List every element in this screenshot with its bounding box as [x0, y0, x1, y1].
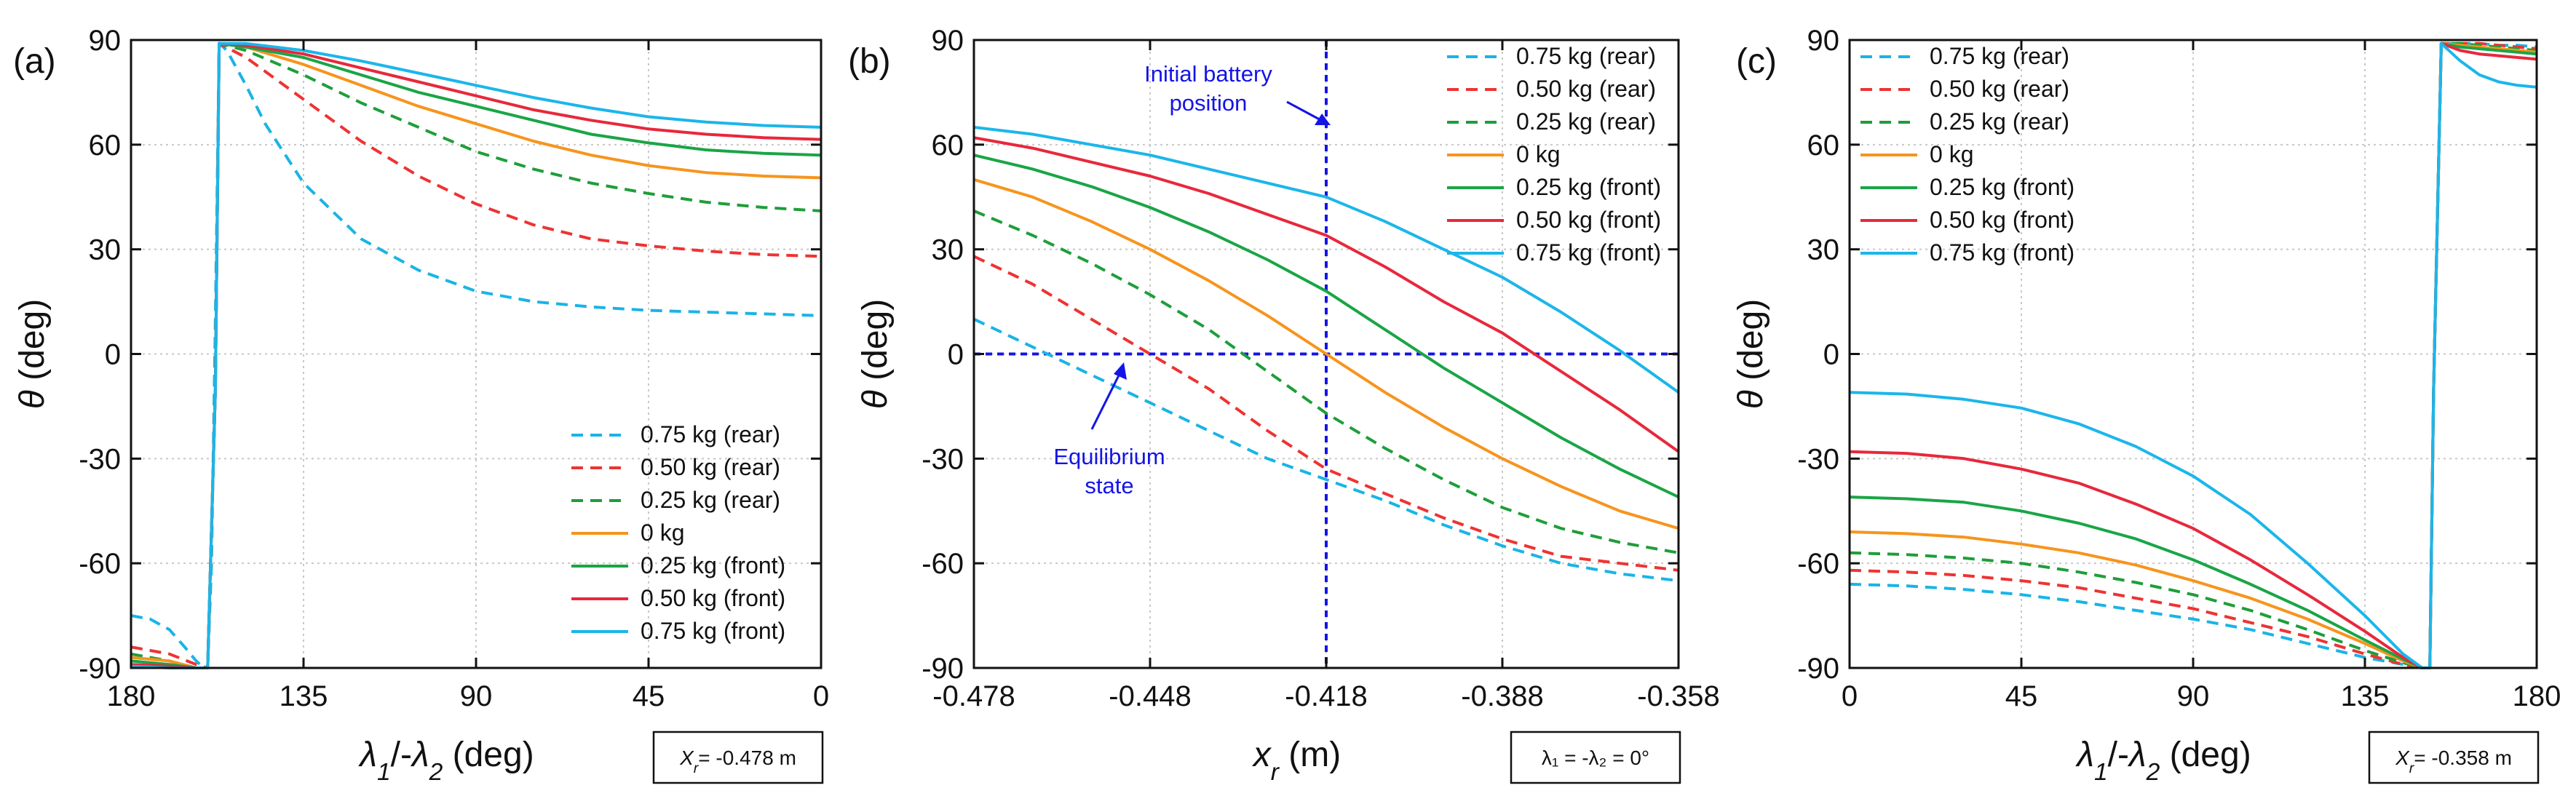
- legend-label: 0.50 kg (front): [1930, 207, 2074, 233]
- y-tick-label: 90: [1807, 25, 1840, 57]
- condition-box-label: Xr= -0.358 m: [2395, 747, 2512, 776]
- legend-label: 0.50 kg (rear): [641, 454, 780, 480]
- condition-box-label: λ₁ = -λ₂ = 0°: [1542, 747, 1649, 769]
- y-tick-label: -90: [922, 653, 964, 685]
- series-line: [131, 41, 821, 669]
- legend-label: 0.25 kg (rear): [1516, 108, 1656, 135]
- legend-label: 0 kg: [1930, 141, 1973, 167]
- legend-label: 0.50 kg (front): [1516, 207, 1661, 233]
- y-axis-label: θ (deg): [856, 299, 895, 409]
- series-line: [1850, 41, 2537, 669]
- legend-label: 0.75 kg (rear): [1930, 43, 2069, 69]
- annotation-arrowhead: [1114, 362, 1127, 380]
- y-tick-label: 90: [932, 25, 964, 57]
- x-tick-label: 45: [633, 680, 665, 712]
- x-tick-label: 0: [813, 680, 829, 712]
- condition-box: [1510, 731, 1681, 784]
- panel-b: -0.478 -0.448 -0.418 -0.388 -0.358 90 60 30 0 -30…: [848, 25, 1720, 786]
- x-tick-label: -0.418: [1285, 680, 1367, 712]
- condition-box: [2368, 731, 2540, 784]
- y-tick-label: -90: [1797, 653, 1839, 685]
- x-tick-label: 135: [2341, 680, 2390, 712]
- y-tick-label: 30: [932, 234, 964, 266]
- legend-label: 0.50 kg (rear): [1930, 76, 2069, 102]
- annotation-label: Initial battery: [1144, 61, 1272, 87]
- x-tick-label: 45: [2005, 680, 2038, 712]
- series-line: [974, 210, 1679, 554]
- y-tick-label: 0: [948, 339, 964, 371]
- x-tick-label: 90: [2177, 680, 2210, 712]
- x-tick-label: 0: [1842, 680, 1858, 712]
- series-line: [974, 154, 1679, 498]
- x-tick-label: 180: [107, 680, 156, 712]
- legend-label: 0.50 kg (rear): [1516, 76, 1656, 102]
- series-line: [1850, 41, 2537, 669]
- y-axis-label: θ (deg): [1732, 299, 1770, 409]
- condition-box: [652, 731, 824, 784]
- y-tick-label: 0: [105, 339, 121, 371]
- y-axis-label: θ (deg): [13, 299, 52, 409]
- legend-label: 0.75 kg (front): [1930, 239, 2074, 266]
- y-tick-label: 60: [1807, 130, 1840, 162]
- panel-label: (a): [13, 42, 56, 81]
- annotation-label: Equilibrium: [1053, 444, 1165, 469]
- panel-label: (c): [1736, 42, 1777, 81]
- x-tick-label: 90: [460, 680, 493, 712]
- x-tick-label: -0.478: [932, 680, 1015, 712]
- series-line: [1850, 41, 2537, 669]
- legend-label: 0.75 kg (rear): [1516, 43, 1656, 69]
- legend-label: 0.25 kg (front): [1516, 174, 1661, 200]
- y-tick-label: 60: [932, 130, 964, 162]
- annotation-arrow: [1090, 370, 1122, 430]
- x-axis-label: λ1/-λ2 (deg): [2074, 736, 2251, 786]
- legend-label: 0.25 kg (rear): [1930, 108, 2069, 135]
- series-line: [974, 125, 1679, 394]
- y-tick-label: 30: [1807, 234, 1840, 266]
- series-line: [131, 41, 821, 669]
- legend-label: 0.50 kg (front): [641, 585, 785, 611]
- y-tick-label: 30: [89, 234, 122, 266]
- y-tick-label: 0: [1823, 339, 1839, 371]
- annotation-arrow: [1286, 100, 1325, 124]
- y-tick-label: -60: [79, 548, 121, 580]
- annotation-label: state: [1085, 473, 1133, 498]
- y-tick-label: -90: [79, 653, 121, 685]
- y-tick-label: 90: [89, 25, 122, 57]
- legend-label: 0.25 kg (rear): [641, 487, 780, 513]
- annotation-label: position: [1170, 90, 1248, 116]
- y-tick-label: -30: [922, 443, 964, 475]
- x-tick-label: 180: [2513, 680, 2561, 712]
- series-line: [1850, 41, 2537, 669]
- y-tick-label: -30: [1797, 443, 1839, 475]
- series-line: [974, 136, 1679, 453]
- x-tick-label: 135: [280, 680, 328, 712]
- legend-label: 0.75 kg (front): [1516, 239, 1661, 266]
- series-line: [1850, 41, 2537, 669]
- panel-c: 0 45 90 135 180 90 60 30 0 -30 -60 -90 (c) θ (deg) λ1/…: [1732, 25, 2561, 786]
- legend-label: 0 kg: [1516, 141, 1560, 167]
- x-tick-label: -0.388: [1461, 680, 1543, 712]
- x-axis-label: λ1/-λ2 (deg): [357, 736, 534, 786]
- legend-label: 0.25 kg (front): [1930, 174, 2074, 200]
- y-tick-label: 60: [89, 130, 122, 162]
- series-line: [974, 317, 1679, 583]
- legend-label: 0.25 kg (front): [641, 552, 785, 578]
- condition-box-label: Xr= -0.478 m: [679, 747, 796, 776]
- x-axis-label: xr (m): [1252, 736, 1341, 786]
- y-tick-label: -60: [1797, 548, 1839, 580]
- legend-label: 0.75 kg (rear): [641, 421, 780, 447]
- series-line: [1850, 41, 2537, 669]
- series-line: [974, 178, 1679, 530]
- legend-label: 0.75 kg (front): [641, 618, 785, 644]
- panel-label: (b): [848, 42, 891, 81]
- series-line: [974, 255, 1679, 572]
- panel-a: 180 135 90 45 0 90 60 30 0 -30 -60 -90 (a) θ (deg) λ1/…: [13, 25, 829, 786]
- legend-label: 0 kg: [641, 520, 684, 546]
- x-tick-label: -0.358: [1637, 680, 1719, 712]
- y-tick-label: -60: [922, 548, 964, 580]
- annotation-arrowhead: [1315, 114, 1331, 125]
- x-tick-label: -0.448: [1109, 680, 1191, 712]
- y-tick-label: -30: [79, 443, 121, 475]
